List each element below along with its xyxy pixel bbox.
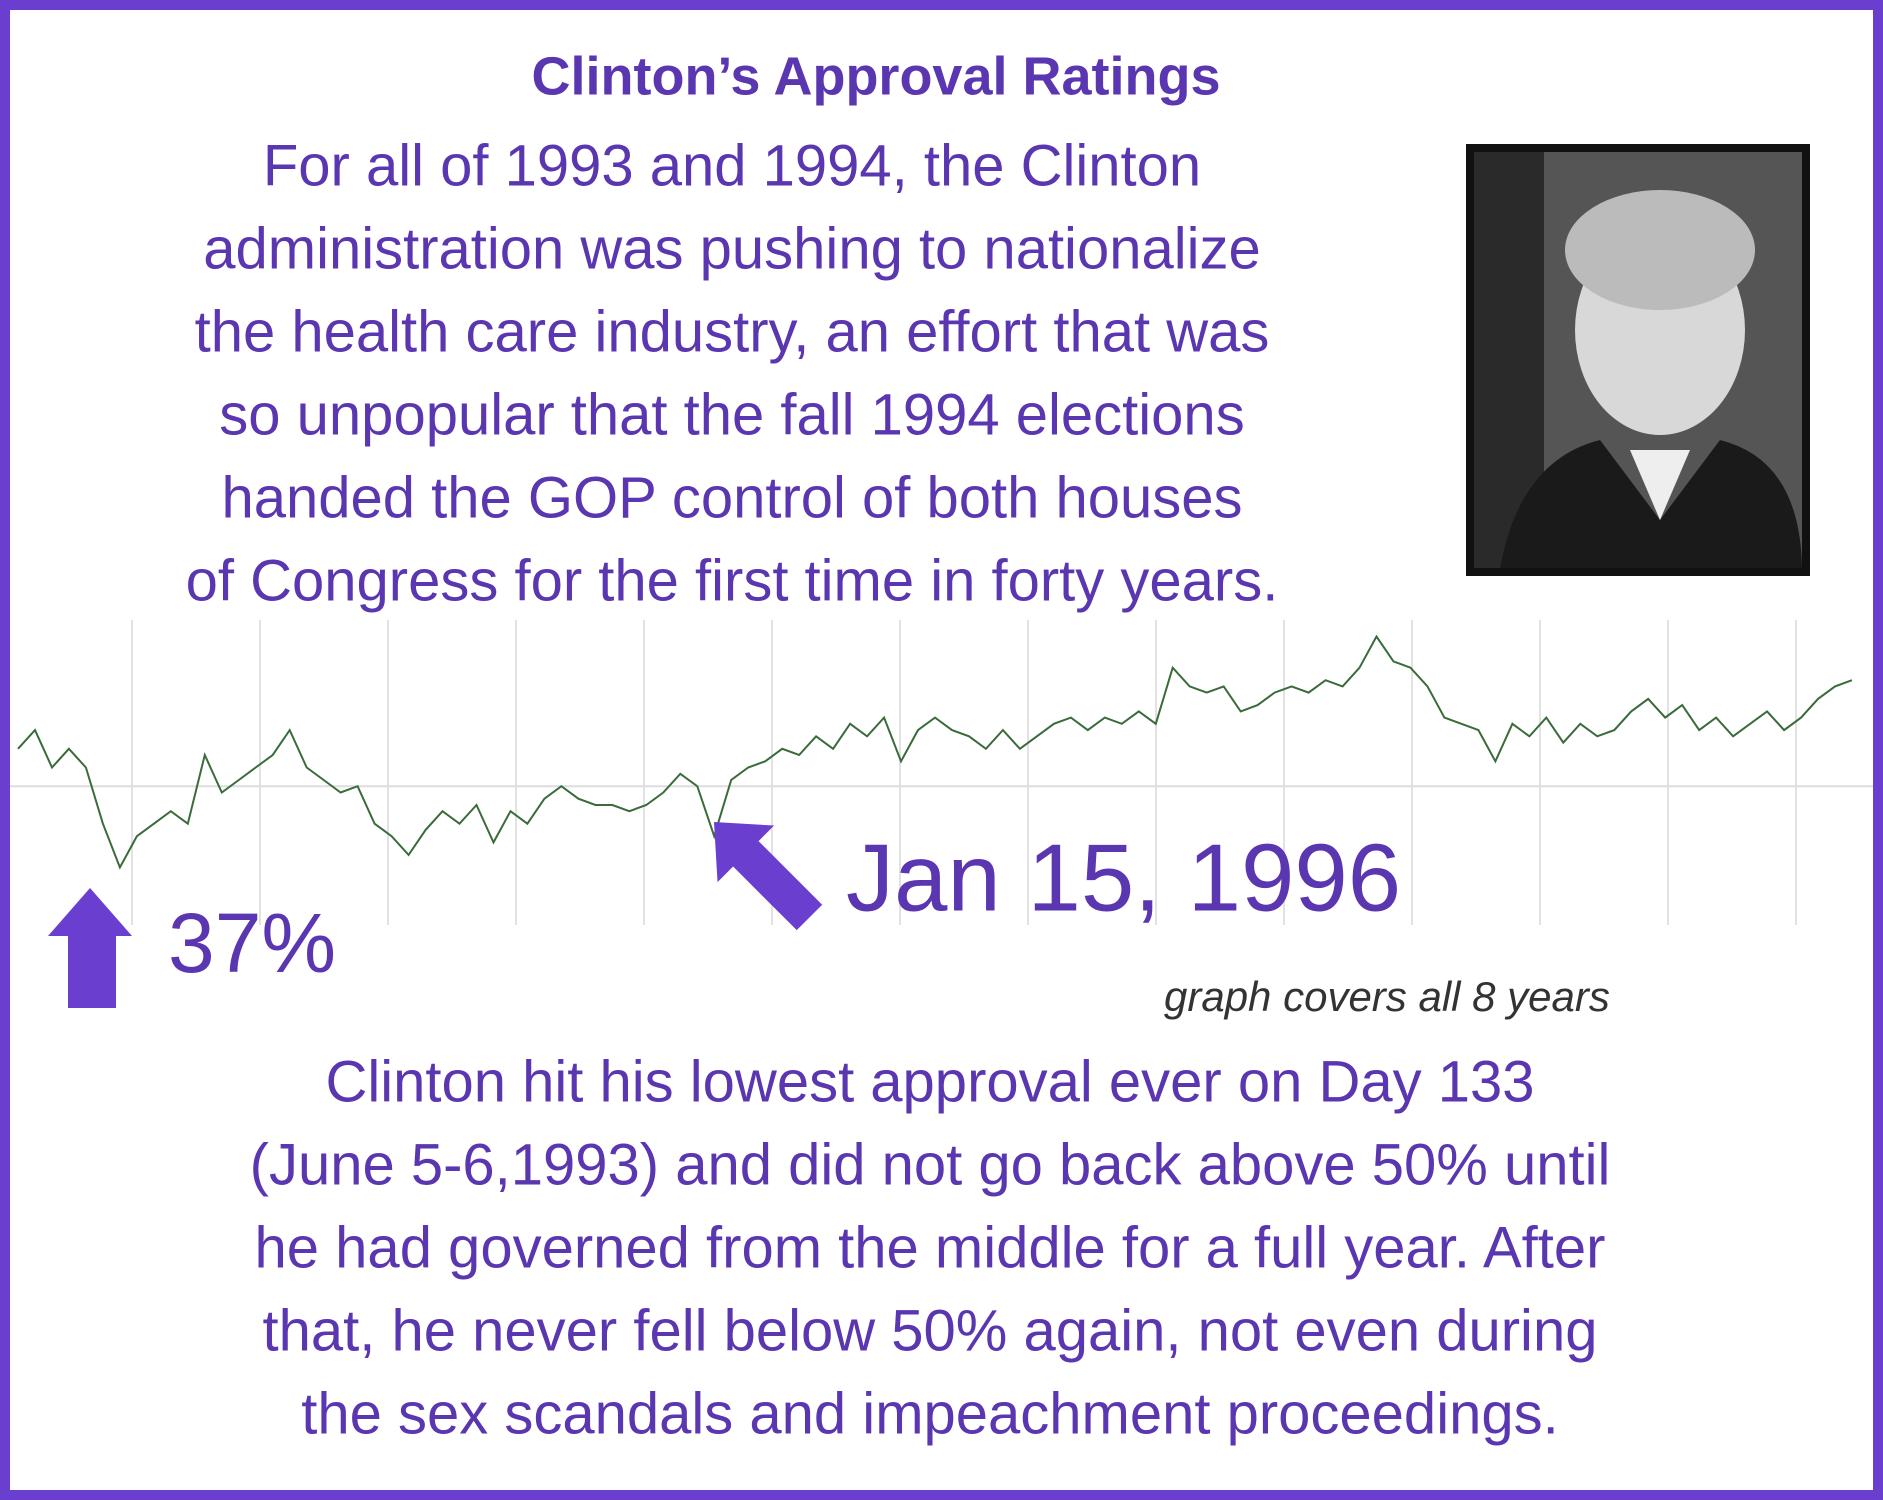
intro-line: of Congress for the first time in forty …	[186, 548, 1279, 613]
chart-title: Clinton’s Approval Ratings	[531, 46, 1220, 106]
intro-line: administration was pushing to nationaliz…	[203, 216, 1261, 281]
intro-line: the health care industry, an effort that…	[195, 299, 1270, 364]
annotation: Jan 15, 1996	[846, 824, 1401, 931]
arrow	[48, 888, 132, 1008]
summary-line: the sex scandals and impeachment proceed…	[301, 1381, 1558, 1446]
photo	[1466, 144, 1810, 576]
intro-line: so unpopular that the fall 1994 election…	[219, 382, 1244, 447]
annotation: 37%	[168, 896, 336, 990]
annotation: graph covers all 8 years	[1164, 973, 1610, 1020]
summary-line: (June 5-6,1993) and did not go back abov…	[250, 1132, 1611, 1197]
summary-line: Clinton hit his lowest approval ever on …	[326, 1049, 1535, 1114]
intro-line: For all of 1993 and 1994, the Clinton	[263, 133, 1201, 198]
summary-line: that, he never fell below 50% again, not…	[263, 1298, 1598, 1363]
approval-line	[17, 634, 1853, 870]
intro-line: handed the GOP control of both houses	[221, 465, 1242, 530]
summary-line: he had governed from the middle for a fu…	[255, 1215, 1606, 1280]
arrow	[714, 822, 823, 931]
